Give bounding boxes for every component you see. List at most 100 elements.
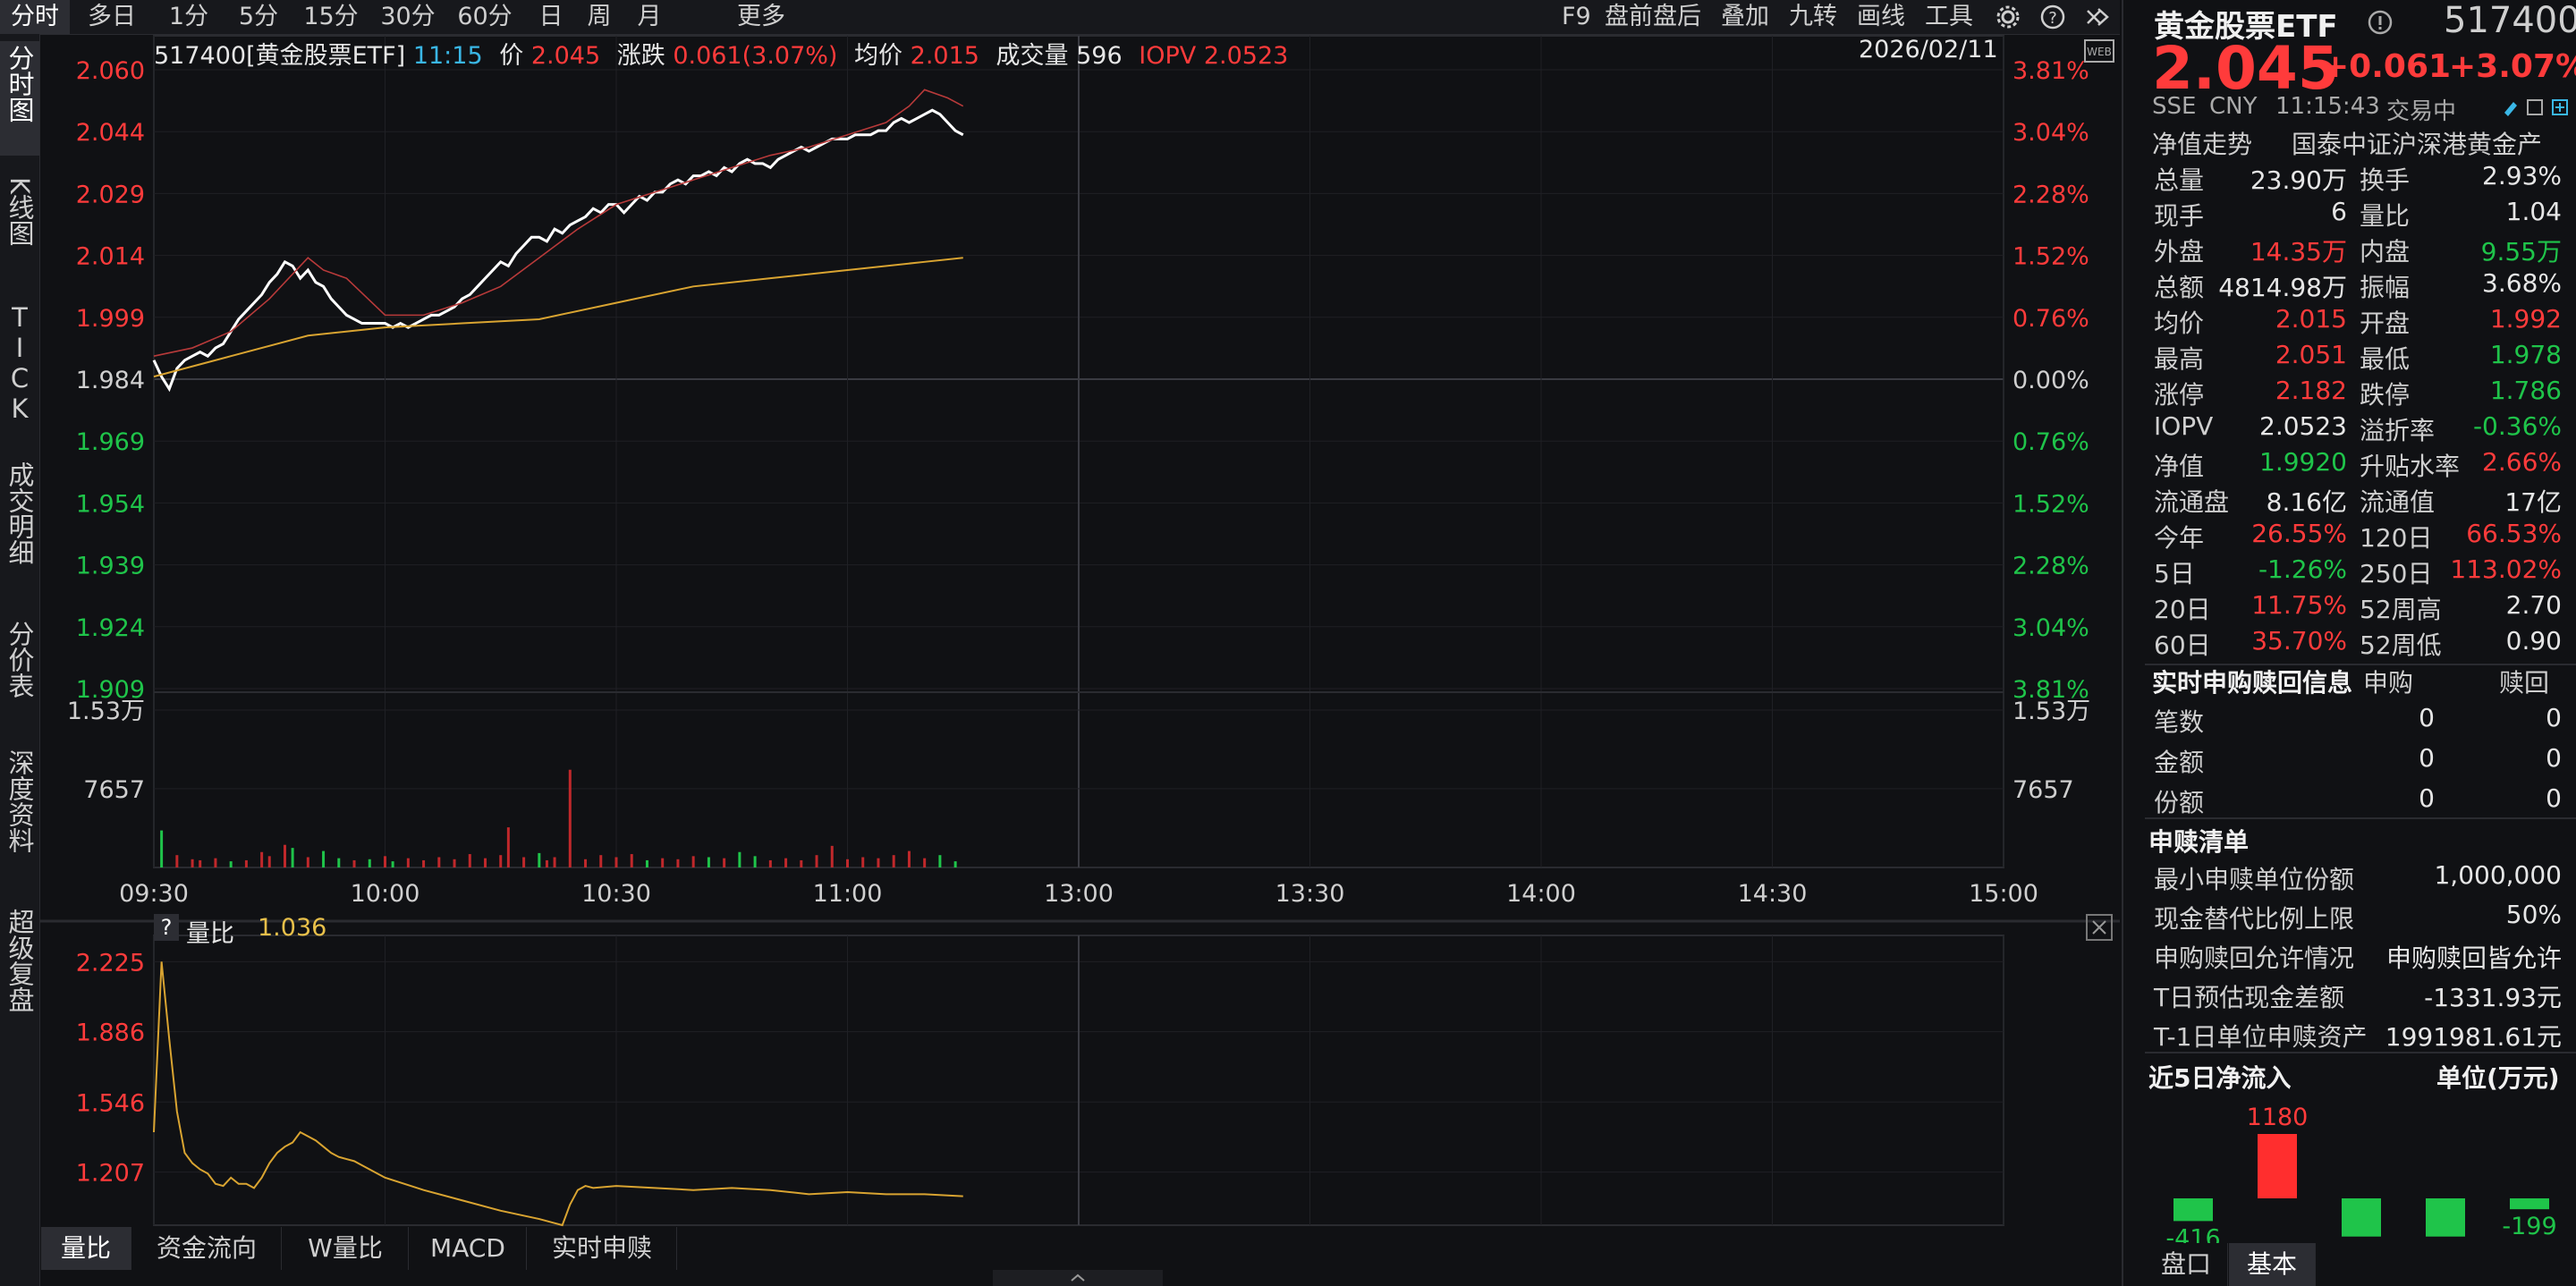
stat-value: 17亿 (2504, 487, 2562, 517)
stat-value: 1.786 (2489, 376, 2562, 405)
help-button[interactable]: ? (154, 914, 179, 941)
stat-value: 2.051 (2275, 340, 2347, 369)
period-tab-30min[interactable]: 30分 (380, 3, 436, 30)
web-icon[interactable]: WEB (2084, 39, 2114, 63)
trading-status: 交易中 (2386, 98, 2457, 125)
volume-bar (368, 859, 371, 867)
ratio-value: 1.036 (258, 914, 327, 942)
volume-bar (191, 859, 194, 867)
period-toolbar: 分时 多日 1分 5分 15分 30分 60分 日 周 月 更多 F9 盘前盘后… (0, 0, 2120, 35)
volume-bar (545, 859, 548, 867)
divider (2145, 817, 2576, 819)
redeem-list-title: 申赎清单 (2148, 827, 2250, 857)
draw-line-button[interactable]: 画线 (1857, 3, 1905, 30)
period-tab-week[interactable]: 周 (587, 3, 612, 30)
period-tab-multiday[interactable]: 多日 (88, 3, 136, 30)
panel-tab-order-book[interactable]: 盘口 (2145, 1243, 2228, 1286)
stat-value: 14.35万 (2250, 237, 2347, 267)
volume-bar (291, 848, 294, 867)
flow-title: 近5日净流入 (2148, 1063, 2292, 1093)
sidebar-tab-replay[interactable]: 超级复盘 (0, 909, 39, 1061)
volume-bar (861, 857, 865, 867)
close-subchart-icon[interactable] (2086, 914, 2113, 941)
volume-bar (815, 855, 818, 867)
volume-bar (538, 852, 541, 867)
sidebar-tab-timeshare[interactable]: 分时图 (0, 41, 39, 156)
chevron-right-icon[interactable] (2088, 0, 2120, 34)
volume-bar (953, 861, 957, 867)
redeem-row-label: T日预估现金差额 (2154, 983, 2345, 1012)
indicator-tab-capital-flow[interactable]: 资金流向 (132, 1227, 282, 1270)
stat-label: 振幅 (2360, 273, 2411, 302)
volume-bar (568, 769, 572, 867)
panel-tab-basic[interactable]: 基本 (2229, 1243, 2316, 1286)
volume-bar (830, 845, 834, 867)
period-tab-1min[interactable]: 1分 (168, 3, 209, 30)
flow-bar (2174, 1198, 2213, 1222)
period-tab-60min[interactable]: 60分 (457, 3, 513, 30)
volume-bar (630, 854, 633, 867)
close-icon[interactable] (2080, 4, 2107, 30)
expand-handle-icon[interactable] (993, 1270, 1163, 1286)
volume-bar (214, 858, 217, 867)
sidebar-tab-deep-data[interactable]: 深度资料 (0, 749, 39, 901)
gear-icon[interactable] (1995, 4, 2021, 30)
indicator-tab-w-ratio[interactable]: W量比 (283, 1227, 409, 1270)
period-tab-5min[interactable]: 5分 (238, 3, 279, 30)
intraday-chart-area[interactable]: 2.060 3.81% 2.044 3.04% 2.029 2.28% 2.014 1.52%… (39, 34, 2120, 1241)
indicator-tab-macd[interactable]: MACD (410, 1227, 527, 1270)
nine-turn-button[interactable]: 九转 (1789, 3, 1837, 30)
volume-bar (506, 827, 510, 867)
change-label: 涨跌 (616, 42, 665, 70)
overlay-button[interactable]: 叠加 (1721, 3, 1769, 30)
period-tab-more[interactable]: 更多 (737, 3, 785, 30)
indicator-tab-realtime-redeem[interactable]: 实时申赎 (528, 1227, 677, 1270)
y-axis-tick-label: 1.999 (76, 305, 145, 333)
sidebar-tab-kline[interactable]: K线图 (0, 177, 39, 293)
subscribe-buy-value: 0 (2419, 703, 2435, 732)
stat-label: 现手 (2154, 201, 2205, 231)
flow-bar-label: -416 (2165, 1224, 2220, 1243)
chart-info-bar: 517400[黄金股票ETF] 11:15 价 2.045 涨跌 0.061(3… (154, 36, 1288, 71)
stat-label: 跌停 (2360, 380, 2411, 410)
stat-value: 2.70 (2505, 590, 2562, 620)
help-icon[interactable]: ? (2039, 4, 2066, 30)
tools-button[interactable]: 工具 (1925, 3, 1973, 30)
period-tab-fenshi[interactable]: 分时 (0, 0, 70, 34)
y-axis-right-tick-label: 2.28% (2012, 181, 2089, 208)
redeem-row-value: 50% (2505, 900, 2562, 929)
panel-action-icons[interactable] (2501, 97, 2572, 118)
nav-trend-link[interactable]: 净值走势 (2152, 130, 2253, 159)
volume-bar (499, 855, 503, 867)
info-icon[interactable] (2367, 9, 2394, 36)
premarket-button[interactable]: 盘前盘后 (1605, 3, 1701, 30)
ratio-chart-grid (39, 919, 2120, 1226)
volume-bar (484, 858, 487, 867)
subscribe-buy-value: 0 (2419, 783, 2435, 813)
sidebar-tab-price-table[interactable]: 分价表 (0, 621, 39, 737)
sidebar-tab-label: TICK (4, 302, 35, 424)
flow-bar (2510, 1198, 2549, 1210)
stat-label: 净值 (2154, 452, 2205, 481)
sidebar-tab-tick[interactable]: TICK (0, 302, 39, 454)
period-tab-15min[interactable]: 15分 (303, 3, 359, 30)
period-tab-month[interactable]: 月 (637, 3, 662, 30)
y-axis-tick-label: 1.969 (76, 428, 145, 456)
sidebar-tab-trades[interactable]: 成交明细 (0, 461, 39, 613)
volume-bar (768, 859, 772, 867)
indicator-tab-ratio[interactable]: 量比 (41, 1227, 131, 1270)
ratio-line (153, 961, 963, 1227)
avg-value: 2.015 (910, 42, 979, 70)
quote-panel: 黄金股票ETF 517400 2.045 +0.061 +3.07% SSE C… (2122, 0, 2576, 1286)
period-tab-day[interactable]: 日 (538, 3, 564, 30)
tracked-index: 国泰中证沪深港黄金产 (2292, 130, 2543, 159)
flow-unit: 单位(万元) (2436, 1063, 2560, 1093)
f9-button[interactable]: F9 (1562, 3, 1591, 30)
currency: CNY (2209, 93, 2258, 120)
subscribe-redeem-value: 0 (2546, 743, 2562, 773)
redeem-row-value: -1331.93元 (2424, 983, 2562, 1012)
svg-text:WEB: WEB (2087, 46, 2112, 58)
redeem-row-label: T-1日单位申赎资产 (2154, 1022, 2368, 1052)
stat-value: 113.02% (2450, 554, 2562, 584)
series-line-avg (153, 257, 963, 378)
